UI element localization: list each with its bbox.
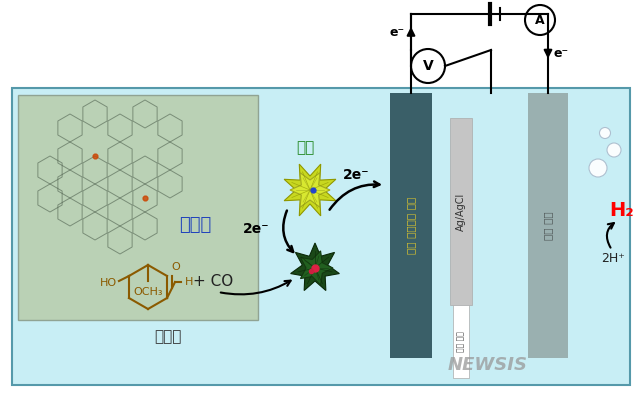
FancyBboxPatch shape xyxy=(18,95,258,320)
Polygon shape xyxy=(291,243,339,290)
Circle shape xyxy=(589,159,607,177)
Text: NEWSIS: NEWSIS xyxy=(448,356,528,374)
Polygon shape xyxy=(284,164,336,216)
Circle shape xyxy=(607,143,621,157)
Text: e⁻: e⁻ xyxy=(554,47,569,60)
Circle shape xyxy=(600,128,611,139)
Text: 전자 나노튜브 전극: 전자 나노튜브 전극 xyxy=(406,197,416,254)
Text: A: A xyxy=(535,13,545,26)
Text: Ag/AgCl: Ag/AgCl xyxy=(456,192,466,230)
FancyBboxPatch shape xyxy=(528,93,568,358)
FancyBboxPatch shape xyxy=(390,93,432,358)
Text: 2e⁻: 2e⁻ xyxy=(243,222,270,236)
Circle shape xyxy=(411,49,445,83)
Text: 촉매: 촉매 xyxy=(296,141,314,156)
Text: OCH₃: OCH₃ xyxy=(133,287,163,297)
Text: 리그닌: 리그닌 xyxy=(179,216,211,234)
Text: 노력 전극: 노력 전극 xyxy=(543,211,553,240)
Text: H: H xyxy=(185,277,193,287)
Polygon shape xyxy=(300,251,333,285)
Text: 바닐린: 바닐린 xyxy=(154,329,182,344)
Text: V: V xyxy=(422,59,433,73)
Text: HO: HO xyxy=(100,278,117,288)
FancyBboxPatch shape xyxy=(12,88,630,385)
Text: 기준 전극: 기준 전극 xyxy=(456,331,465,352)
FancyBboxPatch shape xyxy=(450,118,472,305)
Circle shape xyxy=(525,5,555,35)
Text: 2H⁺: 2H⁺ xyxy=(601,251,625,264)
Text: O: O xyxy=(172,262,180,272)
Text: e⁻: e⁻ xyxy=(390,26,405,39)
FancyBboxPatch shape xyxy=(453,305,469,378)
Text: H₂: H₂ xyxy=(610,201,634,219)
Text: 2e⁻: 2e⁻ xyxy=(344,168,370,182)
Text: + CO: + CO xyxy=(193,275,233,290)
Polygon shape xyxy=(290,173,330,207)
